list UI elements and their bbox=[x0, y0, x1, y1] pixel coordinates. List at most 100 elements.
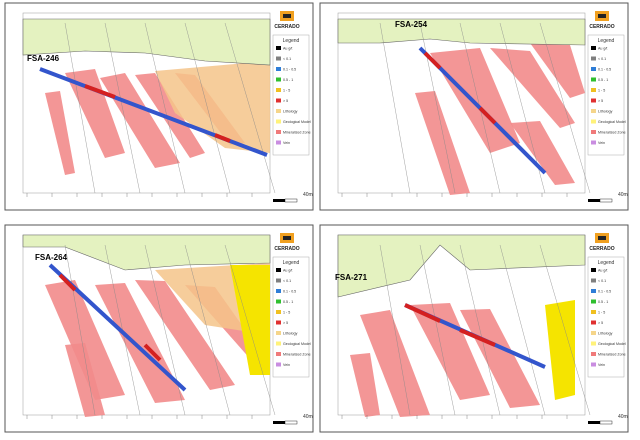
legend-swatch bbox=[591, 268, 596, 272]
legend-item: Au g/t bbox=[598, 47, 607, 51]
scale-bar-alt bbox=[599, 420, 613, 425]
legend-swatch bbox=[591, 299, 596, 304]
legend-swatch bbox=[276, 46, 281, 50]
vein-zone bbox=[510, 121, 575, 185]
air-zone bbox=[337, 234, 586, 298]
legend: Legend Au g/t < 0.1 0.1 - 0.5 0.5 - 1 1 - 5 > … bbox=[587, 34, 626, 156]
legend-item: Geological Model bbox=[598, 342, 626, 346]
fault-line bbox=[184, 244, 231, 416]
legend-swatch bbox=[591, 362, 596, 367]
logo-text: CERRADO bbox=[589, 24, 614, 30]
scale-bar bbox=[273, 199, 285, 202]
vein-zone bbox=[135, 280, 235, 390]
vein-zone bbox=[415, 91, 470, 195]
mineral-zone bbox=[545, 300, 575, 400]
legend-item: Vein bbox=[598, 141, 605, 145]
legend-swatch bbox=[591, 119, 596, 124]
legend-swatch bbox=[591, 77, 596, 82]
fault-line bbox=[459, 244, 501, 416]
legend-item: 1 - 5 bbox=[283, 89, 290, 93]
legend-swatch bbox=[591, 130, 596, 134]
vein-zone bbox=[45, 280, 125, 400]
air-zone bbox=[22, 234, 271, 271]
intercept bbox=[84, 84, 116, 99]
legend-swatch bbox=[591, 67, 596, 71]
legend-item: < 0.1 bbox=[598, 279, 606, 283]
legend-item: Vein bbox=[283, 363, 290, 367]
legend-swatch bbox=[591, 109, 596, 113]
vein-zone bbox=[95, 283, 185, 403]
legend-swatch bbox=[276, 140, 281, 145]
vein-zone bbox=[45, 91, 75, 175]
vein-zone bbox=[460, 309, 540, 408]
legend-item: < 0.1 bbox=[283, 279, 291, 283]
legend-title: Legend bbox=[283, 260, 300, 266]
hole-label: FSA-254 bbox=[395, 20, 428, 29]
hole-label: FSA-264 bbox=[35, 253, 68, 262]
legend-item: Lithology bbox=[598, 332, 613, 336]
legend-item: Lithology bbox=[283, 110, 298, 114]
legend-swatch bbox=[591, 278, 596, 283]
scale-bar bbox=[273, 421, 285, 424]
vein-zone bbox=[490, 48, 575, 128]
legend-swatch bbox=[591, 98, 596, 103]
legend-item: 0.5 - 1 bbox=[598, 300, 608, 304]
legend-item: > 5 bbox=[283, 99, 288, 103]
vein-zone bbox=[65, 69, 125, 158]
legend: Legend Au g/t < 0.1 0.1 - 0.5 0.5 - 1 1 - 5 > … bbox=[272, 256, 311, 378]
legend-swatch bbox=[591, 56, 596, 61]
legend-item: > 5 bbox=[598, 99, 603, 103]
vein-zone bbox=[65, 343, 105, 417]
legend-title: Legend bbox=[283, 38, 300, 44]
fault-line bbox=[224, 22, 276, 194]
legend-item: 1 - 5 bbox=[598, 89, 605, 93]
vein-zone bbox=[360, 310, 430, 417]
fault-line bbox=[539, 244, 591, 416]
intercept bbox=[478, 106, 497, 125]
oxide-zone bbox=[155, 61, 270, 153]
legend-swatch bbox=[276, 331, 281, 335]
intercept bbox=[58, 273, 77, 292]
legend-swatch bbox=[276, 119, 281, 124]
intercept bbox=[214, 133, 231, 143]
fault-line bbox=[499, 244, 546, 416]
scale-bar-alt bbox=[284, 420, 298, 425]
fault-line bbox=[184, 22, 231, 194]
legend-item: Geological Model bbox=[283, 342, 311, 346]
logo-mark-inner bbox=[283, 236, 291, 240]
legend-item: 1 - 5 bbox=[283, 311, 290, 315]
hole-label: FSA-246 bbox=[27, 54, 60, 63]
fault-line bbox=[379, 22, 411, 194]
fault-line bbox=[64, 244, 96, 416]
logo-text: CERRADO bbox=[274, 24, 299, 30]
scale-bar-alt bbox=[284, 198, 298, 203]
legend-swatch bbox=[591, 46, 596, 50]
mineral-zone bbox=[230, 265, 270, 375]
vein-zone bbox=[135, 73, 205, 158]
legend-swatch bbox=[276, 310, 281, 314]
logo-mark-inner bbox=[598, 236, 606, 240]
legend-swatch bbox=[276, 77, 281, 82]
fault-line bbox=[224, 244, 276, 416]
scale-label: 40m bbox=[618, 192, 628, 198]
intercept bbox=[404, 303, 441, 323]
legend-item: Vein bbox=[598, 363, 605, 367]
legend-item: Vein bbox=[283, 141, 290, 145]
legend-item: 0.1 - 0.5 bbox=[598, 290, 611, 294]
legend-frame bbox=[272, 34, 310, 156]
legend-frame bbox=[272, 256, 310, 378]
air-zone bbox=[22, 18, 271, 66]
scale-label: 40m bbox=[618, 414, 628, 420]
legend-swatch bbox=[276, 268, 281, 272]
legend-swatch bbox=[591, 341, 596, 346]
legend-item: > 5 bbox=[283, 321, 288, 325]
logo-text: CERRADO bbox=[589, 246, 614, 252]
legend-swatch bbox=[276, 109, 281, 113]
legend-title: Legend bbox=[598, 260, 615, 266]
legend-swatch bbox=[591, 289, 596, 293]
intercept bbox=[459, 328, 496, 347]
legend-title: Legend bbox=[598, 38, 615, 44]
legend-swatch bbox=[276, 98, 281, 103]
legend-item: 0.1 - 0.5 bbox=[283, 68, 296, 72]
legend-item: < 0.1 bbox=[283, 57, 291, 61]
